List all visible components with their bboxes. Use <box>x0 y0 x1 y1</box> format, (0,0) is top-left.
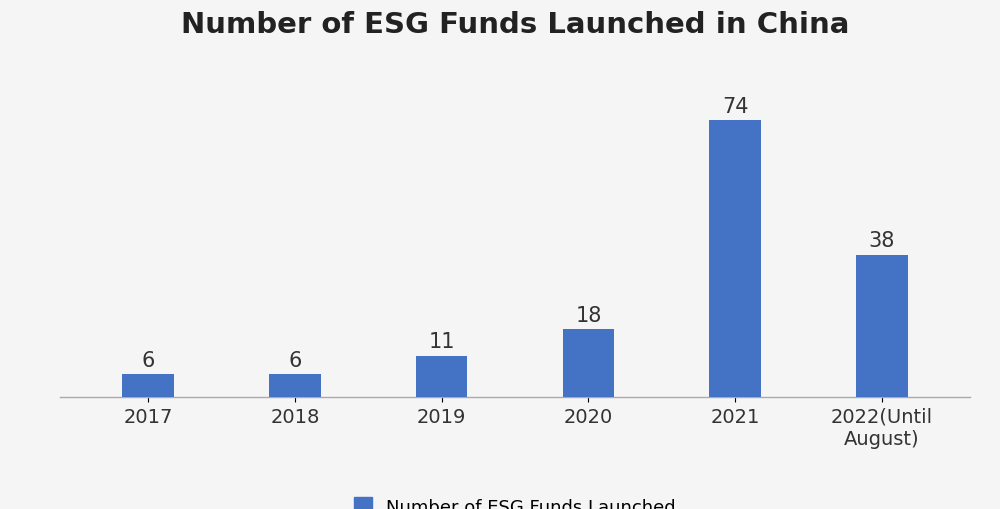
Bar <box>563 330 614 397</box>
Bar <box>269 375 321 397</box>
Bar <box>416 356 467 397</box>
Legend: Number of ESG Funds Launched: Number of ESG Funds Launched <box>354 497 676 509</box>
Text: 11: 11 <box>428 331 455 352</box>
Title: Number of ESG Funds Launched in China: Number of ESG Funds Launched in China <box>181 11 849 39</box>
Bar <box>122 375 174 397</box>
Bar <box>709 121 761 397</box>
Text: 6: 6 <box>288 350 302 370</box>
Text: 74: 74 <box>722 96 748 117</box>
Bar <box>856 255 908 397</box>
Text: 18: 18 <box>575 305 602 325</box>
Text: 6: 6 <box>141 350 155 370</box>
Text: 38: 38 <box>869 231 895 251</box>
